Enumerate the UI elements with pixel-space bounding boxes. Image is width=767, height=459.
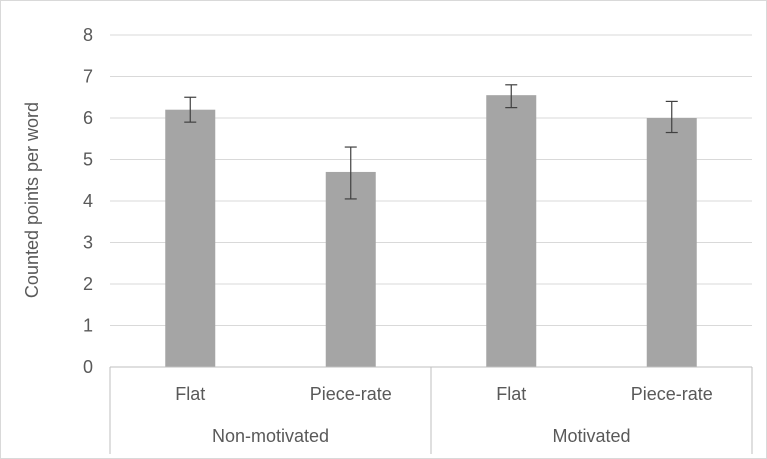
y-tick-label: 6 [83,108,93,128]
error-bars [184,84,678,200]
x-axis: Flat Piece-rate Non-motivated Flat Piece-rat… [109,366,753,454]
bars [165,95,697,368]
error-bar [184,96,197,123]
y-axis-title: Counted points per word [22,102,42,298]
y-tick-label: 0 [83,357,93,377]
y-tick-label: 3 [83,233,93,253]
y-tick-labels: 0 1 2 3 4 5 6 7 8 [83,25,93,377]
x-tick-label: Piece-rate [631,384,713,404]
x-tick-label: Flat [175,384,205,404]
x-group-label: Non-motivated [212,426,329,446]
x-tick-label: Piece-rate [310,384,392,404]
error-bar [665,100,678,134]
bar [165,109,216,367]
y-tick-label: 4 [83,191,93,211]
x-tick-label: Flat [496,384,526,404]
y-tick-label: 2 [83,274,93,294]
bar [325,171,376,367]
y-tick-label: 5 [83,150,93,170]
x-group-label: Motivated [552,426,630,446]
y-tick-label: 7 [83,67,93,87]
bar [646,118,697,367]
grid-lines [110,34,752,326]
bar [486,95,537,368]
y-tick-label: 8 [83,25,93,45]
error-bar [505,84,518,109]
y-tick-label: 1 [83,316,93,336]
error-bar [344,146,357,200]
